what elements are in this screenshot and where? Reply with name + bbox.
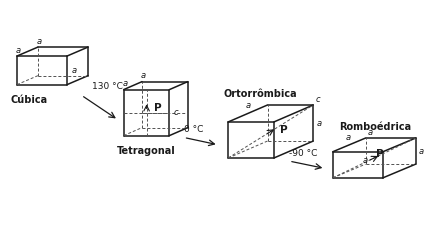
Text: P: P bbox=[154, 103, 162, 113]
Text: c: c bbox=[316, 95, 320, 104]
Text: Tetragonal: Tetragonal bbox=[117, 146, 176, 156]
Text: a: a bbox=[419, 146, 424, 156]
Text: a: a bbox=[245, 102, 250, 110]
Text: P: P bbox=[376, 149, 384, 159]
Text: c: c bbox=[174, 108, 178, 117]
Text: Romboédrica: Romboédrica bbox=[339, 122, 411, 132]
Text: Cúbica: Cúbica bbox=[10, 94, 48, 104]
Text: a: a bbox=[317, 118, 322, 128]
Text: a: a bbox=[363, 156, 368, 166]
Text: P: P bbox=[281, 125, 288, 135]
Text: a: a bbox=[15, 46, 21, 55]
Text: -90 °C: -90 °C bbox=[289, 149, 317, 158]
Text: Ortorrômbica: Ortorrômbica bbox=[223, 89, 297, 99]
Text: a: a bbox=[367, 128, 372, 137]
Text: 130 °C: 130 °C bbox=[92, 82, 123, 92]
Text: 0 °C: 0 °C bbox=[184, 126, 203, 134]
Text: a: a bbox=[72, 66, 76, 75]
Text: a: a bbox=[122, 79, 128, 88]
Text: a: a bbox=[141, 71, 146, 80]
Text: a: a bbox=[345, 133, 350, 142]
Text: a: a bbox=[37, 37, 42, 46]
